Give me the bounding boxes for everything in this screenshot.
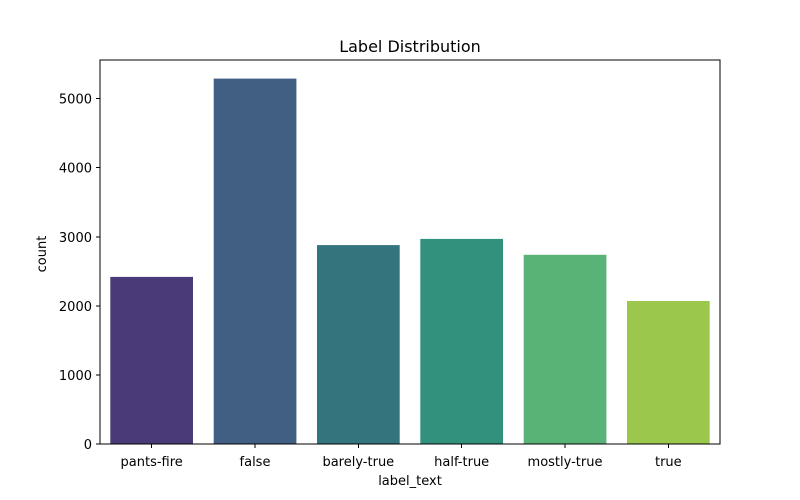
bar-half-true [420, 238, 503, 444]
x-tick-label: mostly-true [528, 455, 603, 470]
plot-area: pants-fire false barely-true half-true mostl… [59, 59, 721, 470]
y-axis-label: count [35, 236, 50, 273]
bar-pants-fire [110, 276, 193, 444]
y-tick-label: 0 [84, 438, 92, 453]
y-tick-label: 2000 [59, 300, 92, 315]
plot-frame [99, 59, 721, 445]
bar-false [213, 78, 297, 444]
y-tick-label: 5000 [59, 93, 92, 108]
x-tick-label: false [240, 455, 271, 470]
x-axis-label: label_text [378, 474, 442, 489]
y-tick-label: 4000 [59, 162, 92, 177]
x-tick-label: pants-fire [121, 455, 183, 470]
x-tick-label: barely-true [322, 455, 394, 470]
x-tick-label: true [655, 455, 682, 470]
bar-mostly-true [523, 254, 607, 444]
bar-true [627, 301, 710, 444]
bar-barely-true [317, 245, 400, 444]
x-tick-label: half-true [434, 455, 489, 470]
y-tick-label: 1000 [59, 369, 92, 384]
chart-title: Label Distribution [339, 37, 481, 56]
y-tick-label: 3000 [59, 231, 92, 246]
